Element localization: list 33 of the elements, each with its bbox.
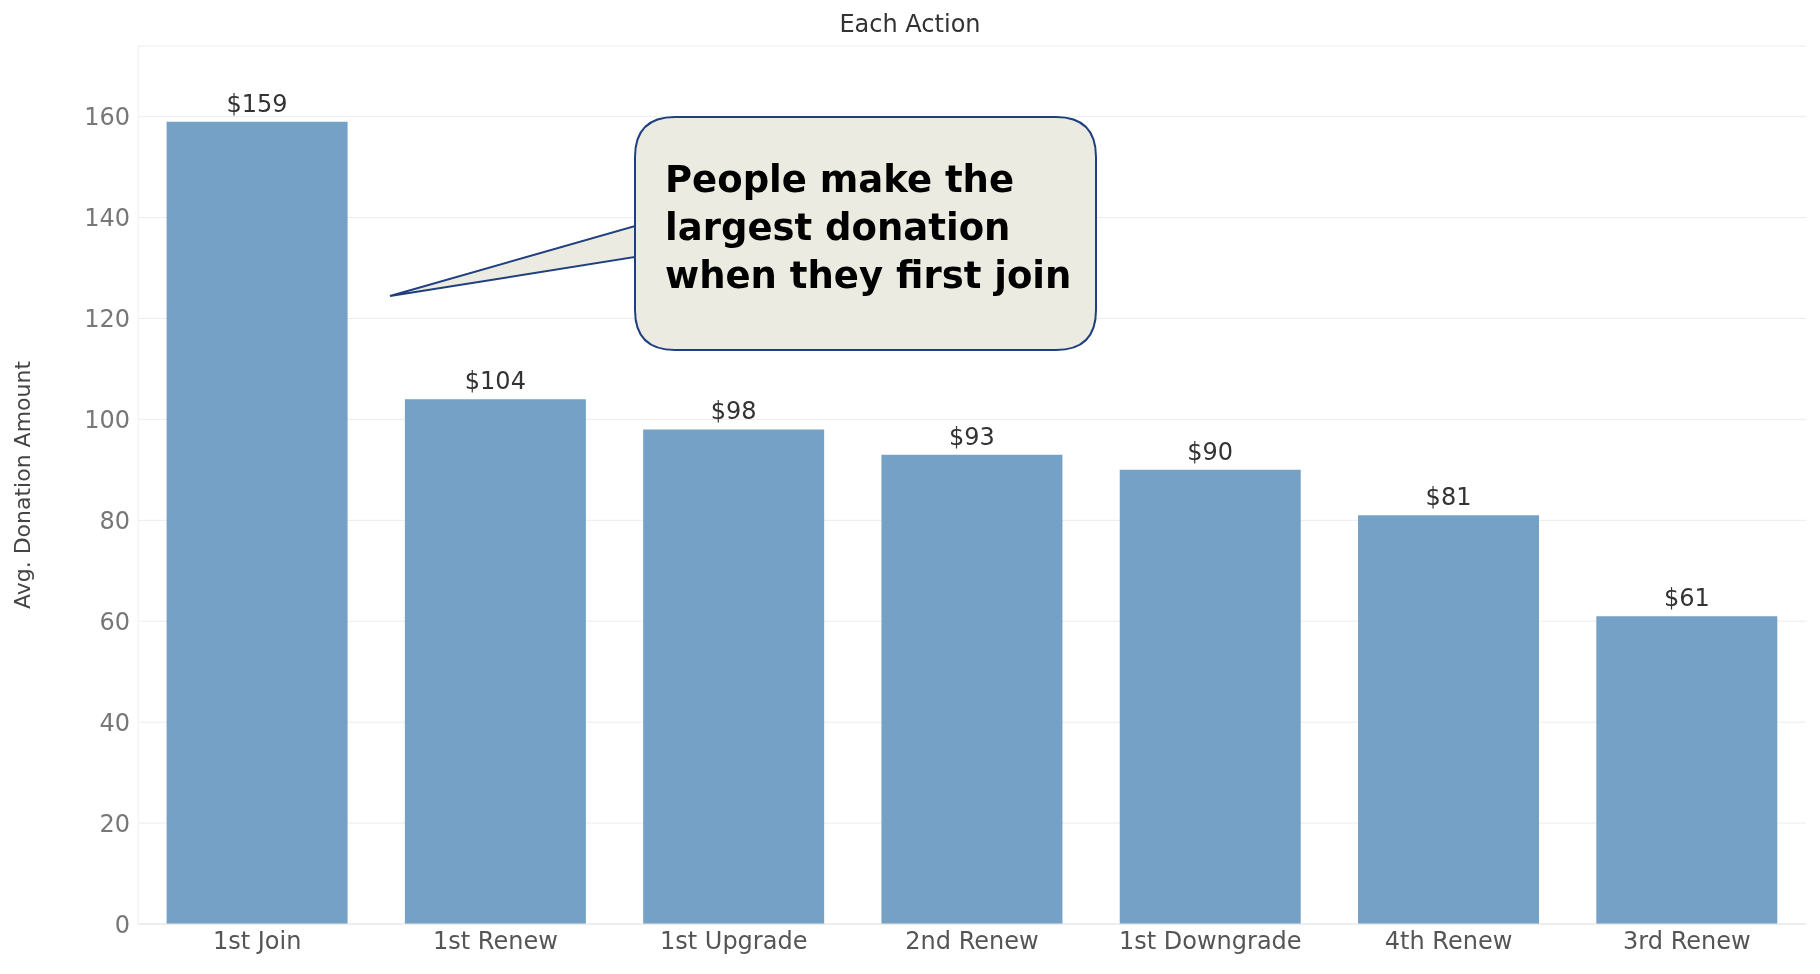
y-tick-label: 160 (84, 103, 130, 132)
x-tick-label: 2nd Renew (905, 927, 1039, 956)
y-tick-label: 20 (99, 809, 130, 838)
data-label: $90 (1187, 437, 1234, 466)
data-label: $104 (464, 367, 526, 396)
x-tick-label: 1st Downgrade (1118, 927, 1302, 956)
y-tick-label: 80 (99, 506, 130, 535)
bar (643, 429, 825, 924)
bar (881, 454, 1063, 924)
y-tick-label: 140 (84, 204, 130, 233)
y-tick-label: 40 (99, 708, 130, 737)
annotation: People make the largest donation when they first join (665, 158, 1072, 297)
data-label: $93 (949, 422, 995, 451)
y-axis-title: Avg. Donation Amount (9, 360, 35, 610)
chart-title: Each Action (838, 10, 982, 38)
bar (1596, 616, 1778, 924)
bar (166, 121, 348, 924)
x-tick-label: 1st Renew (433, 927, 558, 956)
y-tick-label: 120 (84, 305, 130, 333)
x-tick-label: 1st Upgrade (660, 927, 808, 956)
data-label: $98 (710, 397, 757, 426)
x-tick-label: 4th Renew (1384, 927, 1513, 956)
data-label: $81 (1425, 483, 1472, 512)
bar (1358, 515, 1540, 924)
y-tick-label: 100 (84, 405, 130, 434)
data-label: $61 (1663, 584, 1710, 613)
x-tick-label: 1st Join (212, 927, 302, 956)
bar (404, 399, 586, 924)
y-tick-label: 60 (99, 607, 130, 636)
x-tick-label: 3rd Renew (1623, 927, 1751, 956)
data-label: $159 (226, 89, 288, 118)
bar (1119, 469, 1301, 924)
y-tick-label: 0 (114, 910, 130, 939)
